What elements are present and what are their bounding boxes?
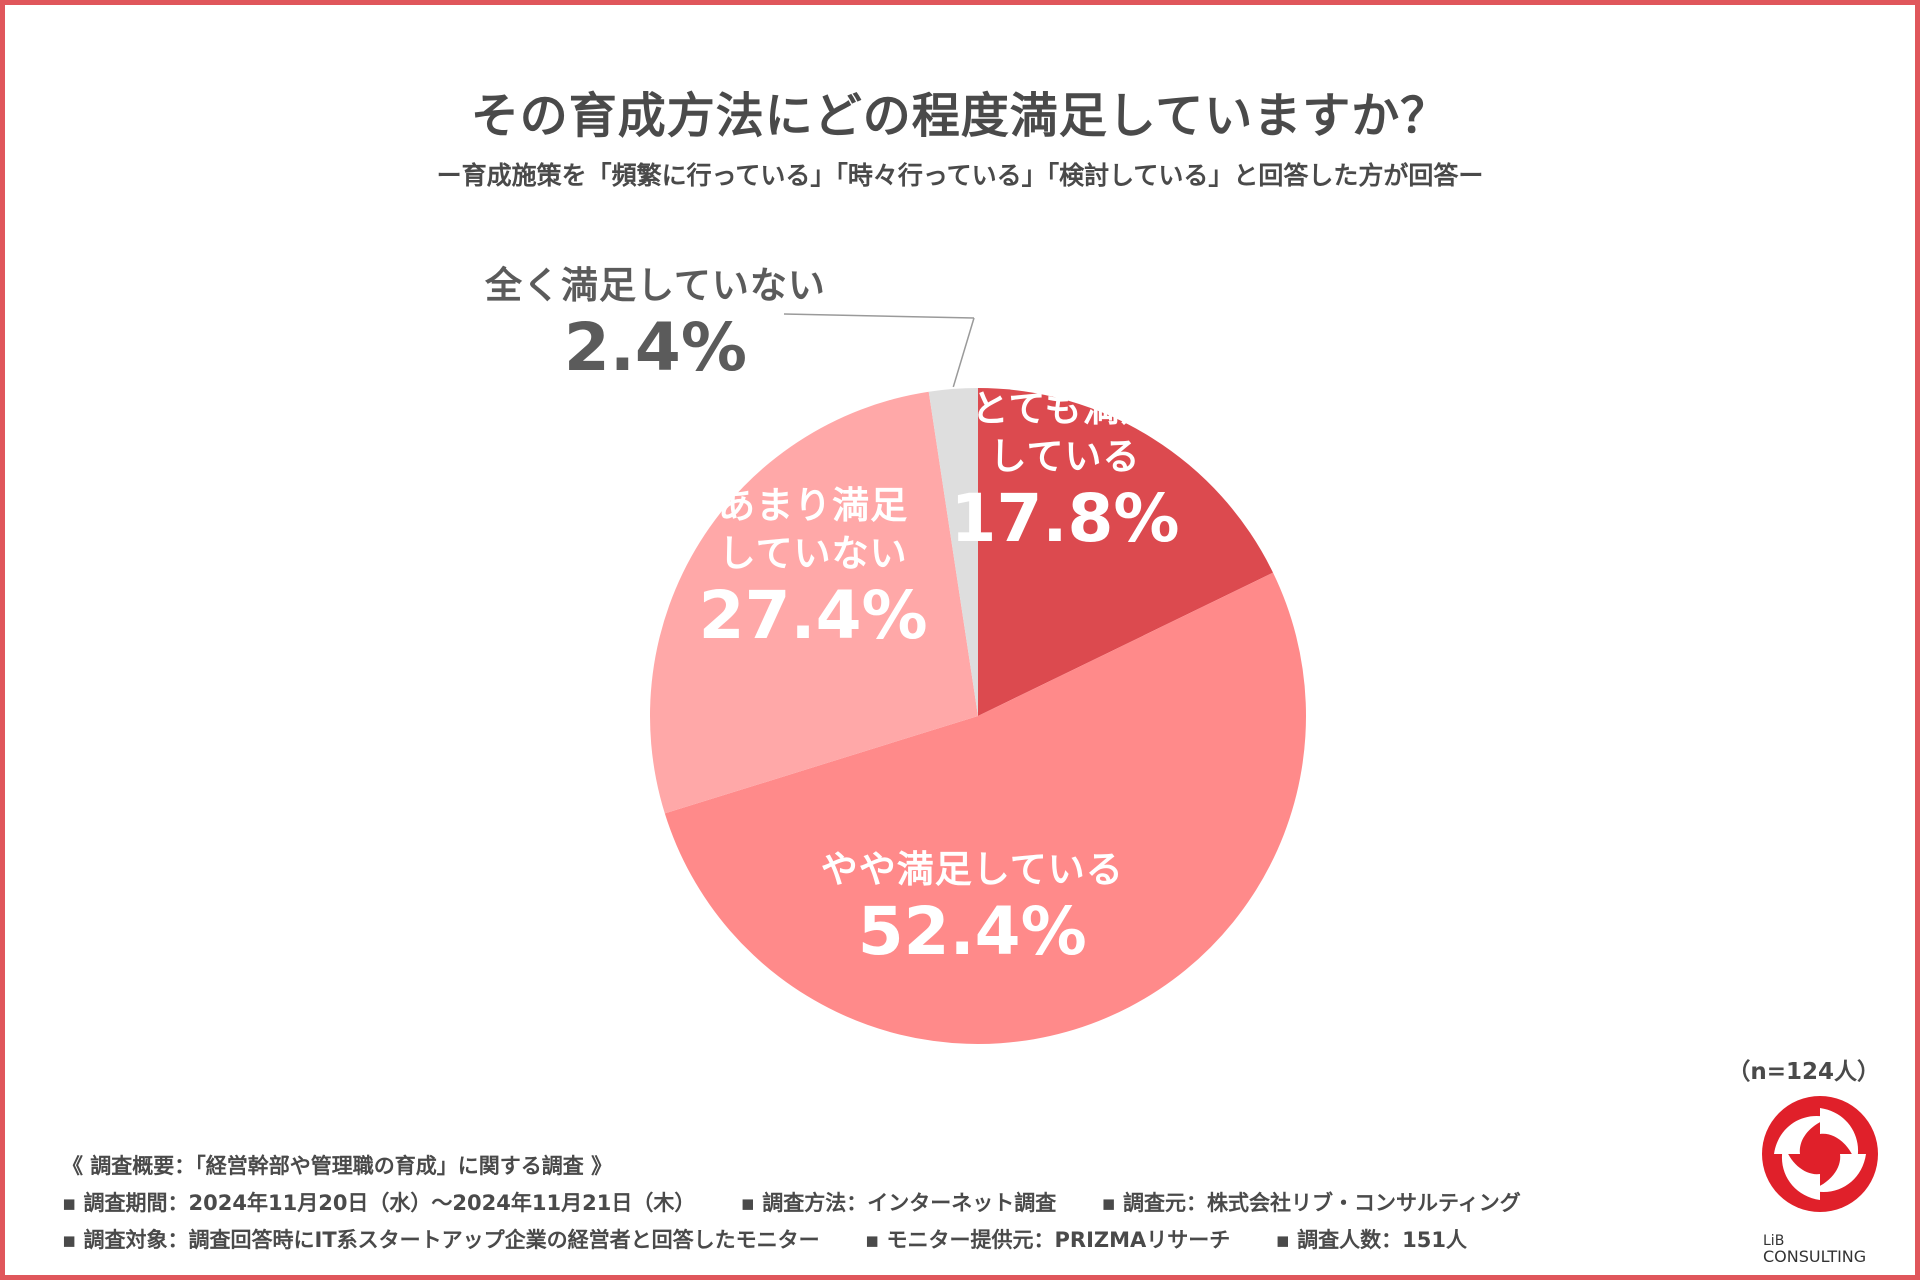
survey-count: ▪ 調査人数：151人 <box>1275 1228 1467 1252</box>
survey-target: ▪ 調査対象：調査回答時にIT系スタートアップ企業の経営者と回答したモニター <box>62 1228 820 1252</box>
logo-text-consulting: CONSULTING <box>1763 1247 1867 1266</box>
slice-value: 27.4% <box>698 576 928 654</box>
slice-not-satisfied-at-all <box>928 388 978 716</box>
slice-category-line: とても満足 <box>971 386 1159 430</box>
slice-somewhat-satisfied <box>664 572 1307 1045</box>
slice-label-very-satisfied: とても満足 している 17.8% <box>951 385 1180 557</box>
slice-label-somewhat-satisfied: やや満足している 52.4% <box>821 846 1124 970</box>
survey-method: ▪ 調査方法：インターネット調査 <box>740 1191 1057 1215</box>
sample-size: （n=124人） <box>1727 1059 1880 1085</box>
slice-category-line: やや満足している <box>820 848 1124 892</box>
slice-category-line: 全く満足していない <box>485 264 826 307</box>
survey-overview: 《 調査概要：「経営幹部や管理職の育成」に関する調査 》 ▪ 調査期間：2024… <box>62 1148 1682 1259</box>
survey-period: ▪ 調査期間：2024年11月20日（水）～2024年11月21日（木） <box>62 1191 696 1215</box>
slice-category-line: している <box>989 435 1141 479</box>
slice-value: 52.4% <box>857 893 1087 971</box>
survey-provider: ▪ モニター提供元：PRIZMAリサーチ <box>865 1228 1231 1252</box>
leader-line-segment <box>783 313 975 319</box>
slice-label-not-very-satisfied: あまり満足 していない 27.4% <box>699 482 928 654</box>
logo-text-lib: LiB <box>1763 1233 1785 1249</box>
chart-title: その育成方法にどの程度満足していますか？ <box>470 88 1450 144</box>
slice-value: 2.4% <box>563 309 747 387</box>
leader-line-segment <box>952 317 975 388</box>
slice-category-line: していない <box>718 531 908 575</box>
survey-source: ▪ 調査元：株式会社リブ・コンサルティング <box>1101 1191 1521 1215</box>
slice-category-line: あまり満足 <box>718 483 909 527</box>
chart-subtitle: ー育成施策を「頻繁に行っている」「時々行っている」「検討している」と回答した方が… <box>436 161 1484 190</box>
slice-label-not-satisfied-at-all: 全く満足していない 2.4% <box>485 262 826 386</box>
survey-heading: 《 調査概要：「経営幹部や管理職の育成」に関する調査 》 <box>62 1154 613 1178</box>
lib-consulting-logo-icon <box>1762 1096 1878 1212</box>
slice-very-satisfied <box>978 388 1274 716</box>
slice-not-very-satisfied <box>650 391 978 814</box>
slice-value: 17.8% <box>950 480 1180 558</box>
